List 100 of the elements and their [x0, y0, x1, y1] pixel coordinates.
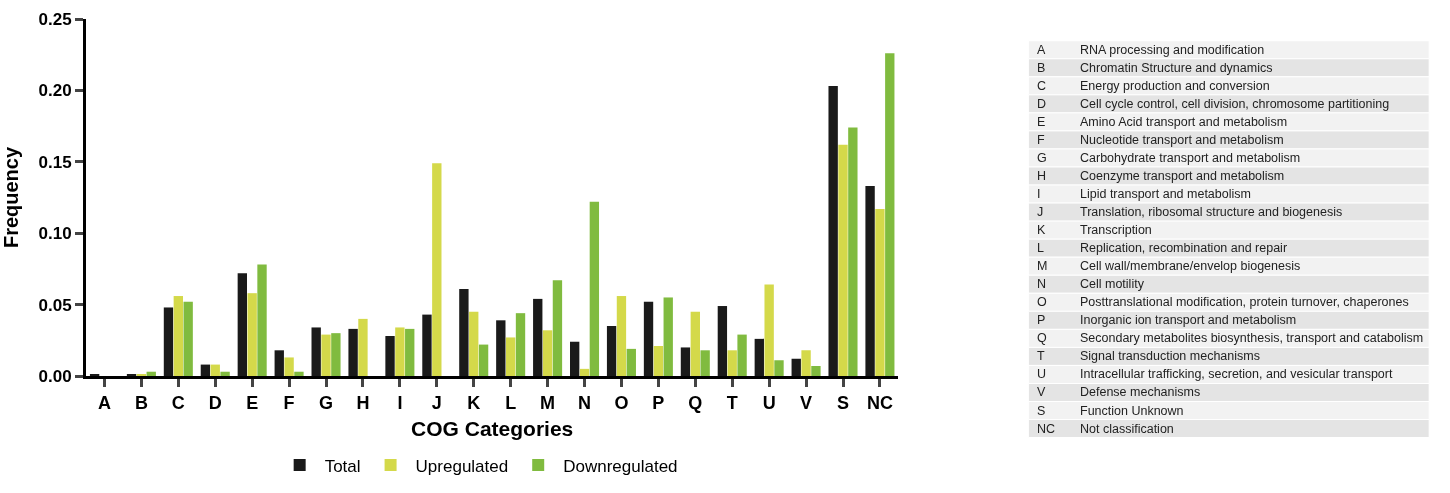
bar	[885, 53, 895, 376]
bar	[737, 334, 747, 376]
x-tick-label: D	[208, 392, 222, 413]
text: Replication, recombination and repair	[1080, 241, 1288, 255]
text: Signal transduction mechanisms	[1080, 349, 1260, 363]
y-tick-label: 0.15	[38, 152, 72, 172]
text: Defense mechanisms	[1080, 385, 1201, 399]
bar	[811, 366, 821, 376]
text: T	[1037, 349, 1045, 363]
text: H	[1037, 169, 1047, 183]
text: I	[1037, 187, 1041, 201]
text: Secondary metabolites biosynthesis, transport and catabolism	[1080, 331, 1424, 345]
bar	[579, 368, 590, 376]
text: A	[1037, 43, 1046, 57]
bar	[626, 348, 636, 376]
x-tick-label: O	[614, 392, 629, 413]
y-tick-label: 0.05	[38, 295, 72, 315]
bar	[496, 320, 506, 376]
text: B	[1037, 61, 1046, 75]
x-tick-label: K	[467, 392, 481, 413]
text: Energy production and conversion	[1080, 79, 1270, 93]
bar	[680, 347, 691, 376]
text: Carbohydrate transport and metabolism	[1080, 151, 1301, 165]
text: Cell cycle control, cell division, chromosome partitioning	[1080, 97, 1390, 111]
bar	[515, 313, 526, 376]
bar	[569, 341, 580, 376]
bar	[163, 307, 174, 376]
bar	[542, 330, 553, 376]
bar	[478, 344, 489, 376]
text: Transcription	[1080, 223, 1152, 237]
text: G	[1037, 151, 1047, 165]
x-tick-label: NC	[866, 392, 893, 413]
x-tick-label: B	[134, 392, 148, 413]
legend-label: Downregulated	[563, 456, 678, 476]
bar	[875, 208, 885, 376]
y-tick-label: 0.10	[38, 224, 72, 244]
text: Function Unknown	[1080, 404, 1184, 418]
bar	[828, 86, 838, 376]
text: K	[1037, 223, 1046, 237]
bar	[552, 280, 563, 376]
bar	[432, 163, 442, 376]
y-tick-label: 0.20	[38, 81, 72, 101]
x-tick-label: L	[505, 392, 517, 413]
text: Translation, ribosomal structure and biogenesis	[1080, 205, 1343, 219]
bar	[146, 371, 156, 376]
bar	[774, 360, 784, 376]
bar	[294, 371, 304, 376]
y-axis-title: Frequency	[0, 146, 23, 249]
bar	[274, 350, 284, 376]
bar	[331, 333, 341, 376]
bar	[838, 144, 848, 376]
legend-label: Upregulated	[415, 456, 509, 476]
text: F	[1037, 133, 1045, 147]
text: Lipid transport and metabolism	[1080, 187, 1251, 201]
text: J	[1037, 205, 1044, 219]
text: RNA processing and modification	[1080, 43, 1265, 57]
x-tick-label: F	[283, 392, 295, 413]
bar	[848, 127, 858, 376]
bar	[616, 296, 627, 376]
bar	[533, 298, 543, 376]
x-tick-label: Q	[688, 392, 703, 413]
text: Cell motility	[1080, 277, 1145, 291]
text: Amino Acid transport and metabolism	[1080, 115, 1288, 129]
x-tick-label: S	[837, 392, 850, 413]
text: Posttranslational modification, protein turnover, chaperones	[1080, 295, 1409, 309]
bar	[469, 311, 479, 376]
bar	[791, 358, 801, 376]
x-tick-label: N	[578, 392, 592, 413]
x-axis-title: COG Categories	[411, 416, 574, 440]
bar	[801, 350, 811, 376]
text: E	[1037, 115, 1046, 129]
legend-label: Total	[324, 456, 361, 476]
x-tick-label: P	[652, 392, 665, 413]
y-tick-label: 0.00	[38, 366, 72, 386]
bar	[385, 336, 395, 376]
bar	[643, 301, 654, 376]
text: O	[1037, 295, 1047, 309]
bar	[717, 306, 728, 376]
y-tick-label: 0.25	[38, 9, 72, 29]
bar	[405, 328, 415, 376]
text: C	[1037, 79, 1047, 93]
x-tick-label: C	[171, 392, 185, 413]
bar	[700, 350, 710, 376]
bar	[663, 297, 673, 376]
x-tick-label: M	[540, 392, 556, 413]
text: Not classification	[1080, 422, 1174, 436]
bar	[606, 326, 617, 376]
bar	[589, 201, 600, 376]
x-tick-label: I	[397, 392, 403, 413]
text: P	[1037, 313, 1046, 327]
text: Cell wall/membrane/envelop biogenesis	[1080, 259, 1301, 273]
x-tick-label: A	[97, 392, 111, 413]
text: M	[1037, 259, 1048, 273]
bar	[311, 327, 321, 376]
text: N	[1037, 277, 1047, 291]
text: U	[1037, 367, 1047, 381]
bar	[653, 346, 664, 376]
x-tick-label: G	[319, 392, 334, 413]
bar	[210, 364, 220, 376]
x-tick-label: E	[246, 392, 259, 413]
